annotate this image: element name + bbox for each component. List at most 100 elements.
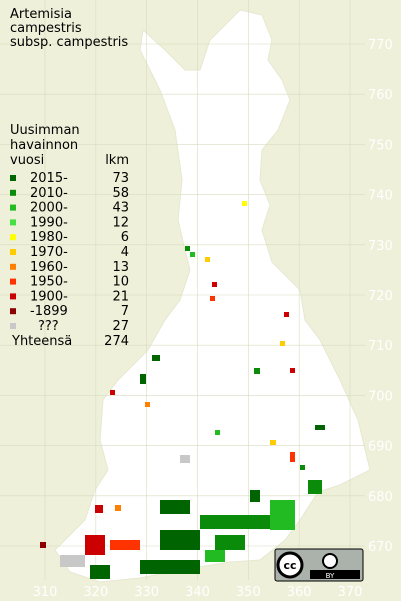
observation — [160, 530, 200, 550]
observation — [290, 368, 295, 373]
observation — [110, 540, 140, 550]
legend-count: 12 — [112, 215, 129, 230]
observation — [190, 252, 195, 257]
observation — [145, 402, 150, 407]
observation — [290, 452, 295, 462]
title-line: subsp. campestris — [10, 35, 128, 50]
legend-swatch — [10, 293, 16, 300]
total-label: Yhteensä — [11, 334, 72, 349]
legend-count: 58 — [112, 186, 129, 201]
observation — [160, 500, 190, 514]
title-line: campestris — [10, 21, 82, 36]
observation — [250, 490, 260, 502]
east-label: 370 — [338, 585, 363, 600]
legend-label: 1960- — [30, 260, 68, 275]
observation — [205, 550, 225, 562]
legend-label: 2010- — [30, 186, 68, 201]
north-label: 740 — [368, 189, 393, 204]
legend-count: 21 — [112, 289, 129, 304]
legend-count: 6 — [121, 230, 129, 245]
legend-swatch — [10, 278, 16, 285]
observation — [95, 505, 103, 513]
north-label: 730 — [368, 239, 393, 254]
legend-label: 1970- — [30, 245, 68, 260]
legend-header: havainnon — [10, 138, 78, 153]
observation — [110, 390, 115, 395]
title-line: Artemisia — [10, 7, 72, 22]
legend-count: 13 — [112, 260, 129, 275]
observation — [185, 246, 190, 251]
observation — [152, 355, 160, 361]
legend-swatch — [10, 308, 16, 315]
license-badge: cc BY — [274, 548, 364, 582]
cc-icon — [276, 551, 304, 579]
legend-swatch — [10, 189, 16, 196]
observation — [212, 282, 217, 287]
graticule — [0, 0, 365, 580]
legend-label: ??? — [38, 319, 59, 334]
legend-count: 7 — [121, 304, 129, 319]
legend-swatch — [10, 175, 16, 181]
observation — [315, 425, 325, 430]
legend-swatch — [10, 249, 16, 255]
legend-swatch — [10, 219, 16, 226]
observation — [280, 341, 285, 346]
east-label: 330 — [134, 585, 159, 600]
legend-col-year: vuosi — [10, 153, 44, 168]
observation — [284, 312, 289, 317]
observation — [270, 440, 276, 445]
north-label: 720 — [368, 289, 393, 304]
north-label: 710 — [368, 339, 393, 354]
observation — [40, 542, 46, 548]
north-label: 760 — [368, 88, 393, 103]
observation — [215, 535, 245, 550]
legend-swatch — [10, 234, 16, 241]
legend-label: 1950- — [30, 275, 68, 290]
legend-label: 1980- — [30, 230, 68, 245]
north-label: 670 — [368, 540, 393, 555]
observation — [140, 374, 146, 384]
north-label: 770 — [368, 38, 393, 53]
north-label: 700 — [368, 389, 393, 404]
north-label: 750 — [368, 138, 393, 153]
observation — [90, 565, 110, 579]
cc-text: cc — [283, 559, 296, 572]
observation — [140, 560, 200, 574]
legend-label: 1900- — [30, 289, 68, 304]
observation — [60, 555, 85, 567]
observation — [254, 368, 260, 374]
observation — [205, 257, 210, 262]
observation — [210, 296, 215, 301]
east-label: 340 — [185, 585, 210, 600]
observation — [300, 465, 305, 470]
observation — [270, 500, 295, 530]
legend-count: 73 — [112, 171, 129, 186]
observation — [85, 535, 105, 555]
observations — [40, 201, 325, 579]
observation — [308, 480, 322, 494]
total-value: 274 — [104, 334, 129, 349]
legend-count: 27 — [112, 319, 129, 334]
by-text: BY — [326, 572, 335, 580]
legend: Artemisia campestris subsp. campestris U… — [10, 7, 129, 349]
observation — [215, 430, 220, 435]
legend-swatch — [10, 263, 16, 270]
legend-count: 10 — [112, 275, 129, 290]
legend-label: 1990- — [30, 215, 68, 230]
badge-strip — [310, 570, 360, 579]
east-label: 360 — [287, 585, 312, 600]
north-label: 690 — [368, 440, 393, 455]
legend-count: 4 — [121, 245, 129, 260]
legend-label: -1899 — [30, 304, 68, 319]
legend-swatch — [10, 323, 16, 329]
observation — [180, 455, 190, 463]
legend-label: 2015- — [30, 171, 68, 186]
by-icon — [322, 553, 338, 569]
legend-count: 43 — [112, 201, 129, 216]
observation — [200, 515, 270, 529]
east-label: 320 — [83, 585, 108, 600]
legend-swatch — [10, 204, 16, 211]
legend-col-count: lkm — [105, 153, 129, 168]
east-label: 350 — [236, 585, 261, 600]
